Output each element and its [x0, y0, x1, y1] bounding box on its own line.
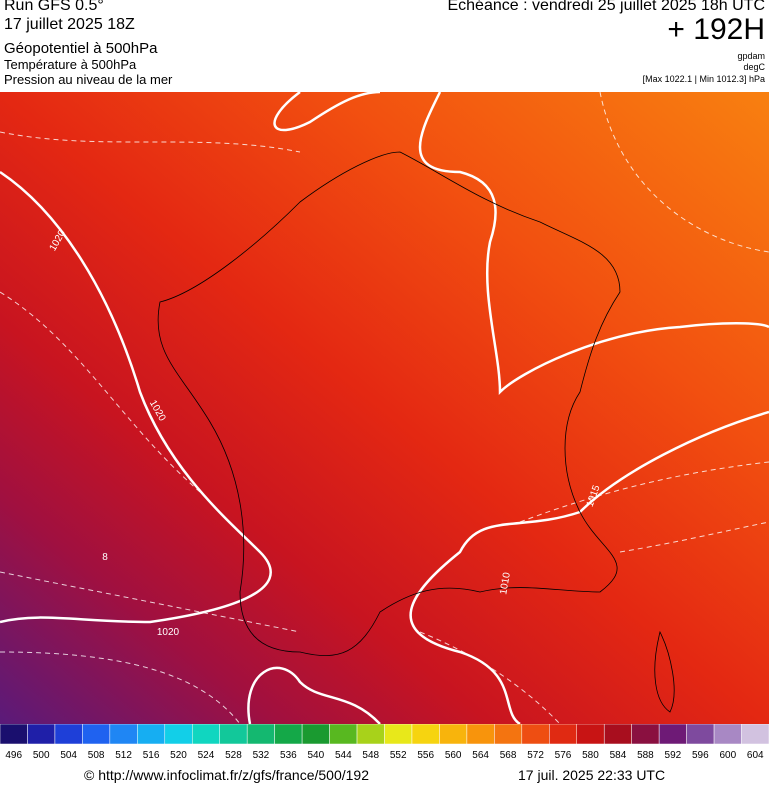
colorbar-label: 504: [60, 750, 77, 761]
color-swatch: [164, 724, 193, 745]
valid-time: Echéance : vendredi 25 juillet 2025 18h …: [447, 0, 765, 14]
color-swatch: [521, 724, 550, 745]
color-swatch: [82, 724, 111, 745]
colorbar-label: 588: [637, 750, 654, 761]
color-swatch: [137, 724, 166, 745]
colorbar-label: 508: [88, 750, 105, 761]
color-swatch: [631, 724, 660, 745]
unit-label: degC: [743, 62, 765, 72]
field-label: Pression au niveau de la mer: [4, 72, 173, 87]
color-swatch: [109, 724, 138, 745]
colorbar-label: 524: [198, 750, 215, 761]
colorbar-label: 596: [692, 750, 709, 761]
color-swatch: [274, 724, 303, 745]
colorbar-label: 604: [747, 750, 764, 761]
isotherms: [0, 92, 769, 724]
color-swatch: [686, 724, 715, 745]
colorbar-label: 580: [582, 750, 599, 761]
color-swatch: [192, 724, 220, 745]
unit-label: gpdam: [737, 51, 765, 61]
run-date: 17 juillet 2025 18Z: [4, 16, 135, 33]
colorbar-label: 552: [390, 750, 407, 761]
colorbar: 496 500 504 508 512 516 520 524 528 532 536 540 544 5…: [0, 724, 769, 761]
colorbar-label: 572: [527, 750, 544, 761]
color-swatch: [384, 724, 413, 745]
colorbar-label: 568: [500, 750, 517, 761]
colorbar-label: 584: [610, 750, 627, 761]
color-swatch: [329, 724, 358, 745]
colorbar-label: 548: [362, 750, 379, 761]
contour-label: 8: [102, 552, 108, 563]
color-swatch: [54, 724, 83, 745]
color-swatch: [576, 724, 605, 745]
field-label: Température à 500hPa: [4, 57, 137, 72]
color-swatch: [0, 724, 28, 745]
source-url: © http://www.infoclimat.fr/z/gfs/france/…: [84, 767, 369, 783]
colorbar-label: 520: [170, 750, 187, 761]
color-swatch: [219, 724, 248, 745]
color-swatch: [301, 724, 330, 745]
lead-time: + 192H: [667, 13, 765, 46]
color-swatch: [356, 724, 385, 745]
colorbar-label: 496: [5, 750, 22, 761]
colorbar-label: 544: [335, 750, 352, 761]
colorbar-label: 516: [143, 750, 160, 761]
isobars: [0, 92, 769, 724]
colorbar-label: 564: [472, 750, 489, 761]
color-swatch: [27, 724, 56, 745]
timestamp: 17 juil. 2025 22:33 UTC: [518, 767, 666, 783]
color-swatch: [741, 724, 769, 745]
colorbar-label: 600: [719, 750, 736, 761]
colorbar-label: 556: [417, 750, 434, 761]
colorbar-label: 528: [225, 750, 242, 761]
colorbar-label: 512: [115, 750, 132, 761]
colorbar-label: 576: [555, 750, 572, 761]
color-swatch: [246, 724, 275, 745]
colorbar-label: 500: [33, 750, 50, 761]
colorbar-label: 540: [307, 750, 324, 761]
color-swatch: [494, 724, 523, 745]
color-swatch: [603, 724, 632, 745]
colorbar-label: 536: [280, 750, 297, 761]
contour-label: 1020: [157, 627, 180, 638]
color-swatch: [439, 724, 468, 745]
run-label: Run GFS 0.5°: [4, 0, 104, 14]
color-swatch: [411, 724, 440, 745]
colorbar-label: 532: [253, 750, 270, 761]
colorbar-label: 560: [445, 750, 462, 761]
colorbar-label: 592: [665, 750, 682, 761]
contour-label: 1010: [498, 571, 513, 595]
color-swatch: [658, 724, 687, 745]
color-swatch: [713, 724, 742, 745]
color-swatch: [549, 724, 577, 745]
field-label: Géopotentiel à 500hPa: [4, 40, 158, 57]
borders: [157, 151, 675, 713]
temperature-field: [0, 92, 769, 724]
extremes-label: [Max 1022.1 | Min 1012.3] hPa: [642, 74, 765, 84]
color-swatch: [466, 724, 495, 745]
